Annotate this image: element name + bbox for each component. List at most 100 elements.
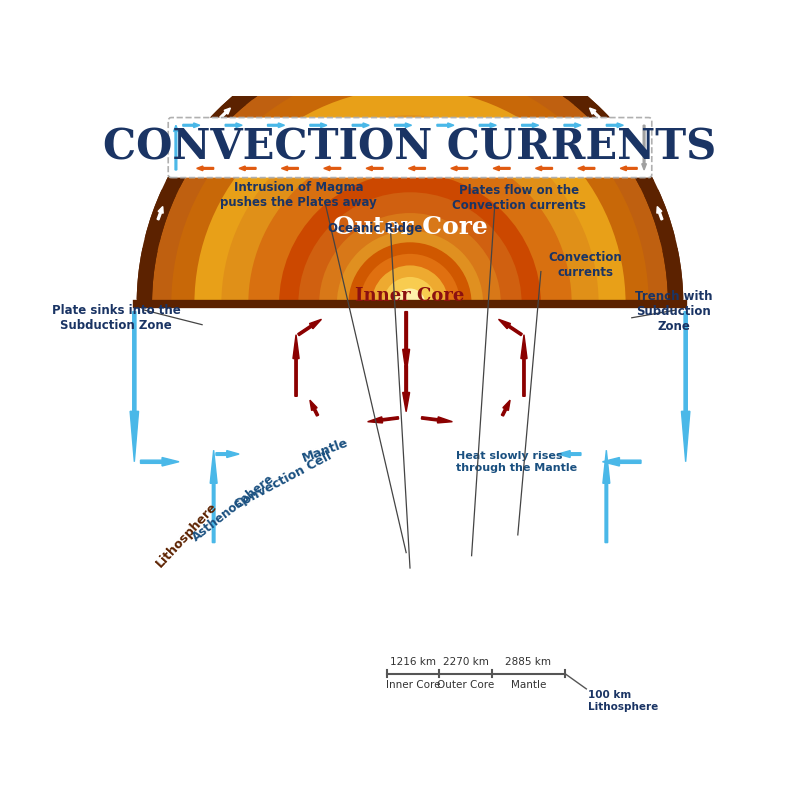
FancyArrow shape bbox=[502, 400, 510, 416]
FancyArrow shape bbox=[130, 311, 138, 462]
Wedge shape bbox=[414, 30, 466, 51]
Text: Plate sinks into the
Subduction Zone: Plate sinks into the Subduction Zone bbox=[52, 304, 181, 332]
FancyArrow shape bbox=[182, 154, 191, 166]
Text: 2885 km: 2885 km bbox=[505, 658, 551, 667]
FancyArrow shape bbox=[602, 458, 641, 466]
FancyArrow shape bbox=[174, 126, 178, 170]
FancyArrow shape bbox=[298, 319, 322, 336]
Text: Intrusion of Magma
pushes the Plates away: Intrusion of Magma pushes the Plates awa… bbox=[220, 181, 377, 209]
Wedge shape bbox=[137, 30, 683, 304]
FancyArrow shape bbox=[210, 450, 217, 542]
Text: Outer Core: Outer Core bbox=[333, 215, 487, 239]
FancyArrow shape bbox=[603, 450, 610, 542]
FancyBboxPatch shape bbox=[168, 118, 652, 178]
FancyArrow shape bbox=[481, 47, 494, 53]
FancyArrow shape bbox=[479, 123, 496, 127]
Wedge shape bbox=[243, 60, 294, 99]
Wedge shape bbox=[152, 46, 668, 304]
FancyArrow shape bbox=[409, 166, 426, 170]
FancyArrow shape bbox=[657, 206, 663, 220]
Text: Plates flow on the
Convection currents: Plates flow on the Convection currents bbox=[453, 184, 586, 212]
Wedge shape bbox=[194, 88, 626, 304]
FancyArrow shape bbox=[521, 334, 527, 396]
Wedge shape bbox=[199, 93, 246, 139]
Text: Inner Core: Inner Core bbox=[386, 680, 440, 690]
FancyArrow shape bbox=[352, 123, 369, 127]
Text: Lithosphere: Lithosphere bbox=[154, 500, 220, 570]
FancyArrow shape bbox=[437, 123, 454, 127]
FancyArrow shape bbox=[451, 166, 468, 170]
FancyArrow shape bbox=[606, 123, 623, 127]
Wedge shape bbox=[248, 142, 572, 304]
Wedge shape bbox=[279, 173, 541, 304]
FancyArrow shape bbox=[535, 166, 553, 170]
Text: 100 km
Lithosphere: 100 km Lithosphere bbox=[588, 690, 658, 712]
Wedge shape bbox=[472, 38, 524, 70]
Wedge shape bbox=[662, 248, 683, 299]
Text: Oceanic Ridge: Oceanic Ridge bbox=[328, 222, 422, 235]
Wedge shape bbox=[145, 190, 176, 242]
FancyArrow shape bbox=[368, 417, 398, 423]
Wedge shape bbox=[349, 242, 472, 304]
FancyArrow shape bbox=[590, 108, 600, 118]
FancyArrow shape bbox=[642, 126, 646, 170]
Wedge shape bbox=[337, 230, 483, 304]
Wedge shape bbox=[360, 254, 460, 304]
Wedge shape bbox=[614, 138, 654, 188]
Text: Mantle: Mantle bbox=[301, 436, 350, 465]
FancyArrow shape bbox=[394, 123, 411, 127]
FancyArrow shape bbox=[226, 123, 242, 127]
Wedge shape bbox=[166, 138, 206, 188]
FancyArrow shape bbox=[310, 123, 327, 127]
FancyArrow shape bbox=[564, 123, 581, 127]
FancyArrow shape bbox=[620, 166, 637, 170]
FancyArrow shape bbox=[310, 400, 318, 416]
FancyArrow shape bbox=[197, 166, 214, 170]
FancyArrow shape bbox=[324, 166, 341, 170]
Wedge shape bbox=[383, 277, 437, 304]
Text: 1216 km: 1216 km bbox=[390, 658, 436, 667]
FancyArrow shape bbox=[216, 450, 239, 458]
FancyArrow shape bbox=[493, 166, 510, 170]
Wedge shape bbox=[222, 115, 598, 304]
Text: Outer Core: Outer Core bbox=[437, 680, 494, 690]
Wedge shape bbox=[171, 65, 649, 304]
Text: CONVECTION CURRENTS: CONVECTION CURRENTS bbox=[103, 126, 717, 169]
Text: Mantle: Mantle bbox=[510, 680, 546, 690]
FancyArrow shape bbox=[402, 366, 410, 412]
FancyArrow shape bbox=[498, 319, 522, 336]
Text: Convection
currents: Convection currents bbox=[549, 251, 622, 279]
FancyArrow shape bbox=[239, 166, 256, 170]
Text: Heat slowly rises
through the Mantle: Heat slowly rises through the Mantle bbox=[456, 451, 578, 473]
FancyArrow shape bbox=[141, 458, 179, 466]
FancyArrow shape bbox=[578, 166, 594, 170]
FancyArrow shape bbox=[366, 166, 383, 170]
Text: Convection Cell: Convection Cell bbox=[232, 450, 334, 512]
Wedge shape bbox=[371, 266, 449, 304]
Text: 2270 km: 2270 km bbox=[442, 658, 488, 667]
Wedge shape bbox=[394, 289, 426, 304]
FancyArrow shape bbox=[629, 154, 638, 166]
Wedge shape bbox=[526, 60, 577, 99]
Text: Inner Core: Inner Core bbox=[355, 287, 465, 305]
FancyArrow shape bbox=[282, 166, 298, 170]
FancyArrow shape bbox=[558, 450, 581, 458]
FancyArrow shape bbox=[422, 417, 452, 423]
FancyArrow shape bbox=[270, 70, 283, 78]
Wedge shape bbox=[354, 30, 406, 51]
FancyArrow shape bbox=[522, 123, 538, 127]
FancyArrow shape bbox=[682, 311, 690, 462]
Wedge shape bbox=[644, 190, 675, 242]
FancyArrow shape bbox=[157, 206, 163, 220]
Text: Trench with
Subduction
Zone: Trench with Subduction Zone bbox=[635, 290, 712, 333]
Wedge shape bbox=[298, 192, 522, 304]
FancyArrow shape bbox=[326, 47, 339, 53]
Polygon shape bbox=[402, 30, 418, 47]
FancyArrow shape bbox=[402, 311, 410, 373]
FancyArrow shape bbox=[293, 334, 299, 396]
Wedge shape bbox=[574, 93, 621, 139]
FancyArrow shape bbox=[537, 70, 550, 78]
Wedge shape bbox=[319, 213, 501, 304]
FancyArrow shape bbox=[220, 108, 230, 118]
Wedge shape bbox=[296, 38, 348, 70]
